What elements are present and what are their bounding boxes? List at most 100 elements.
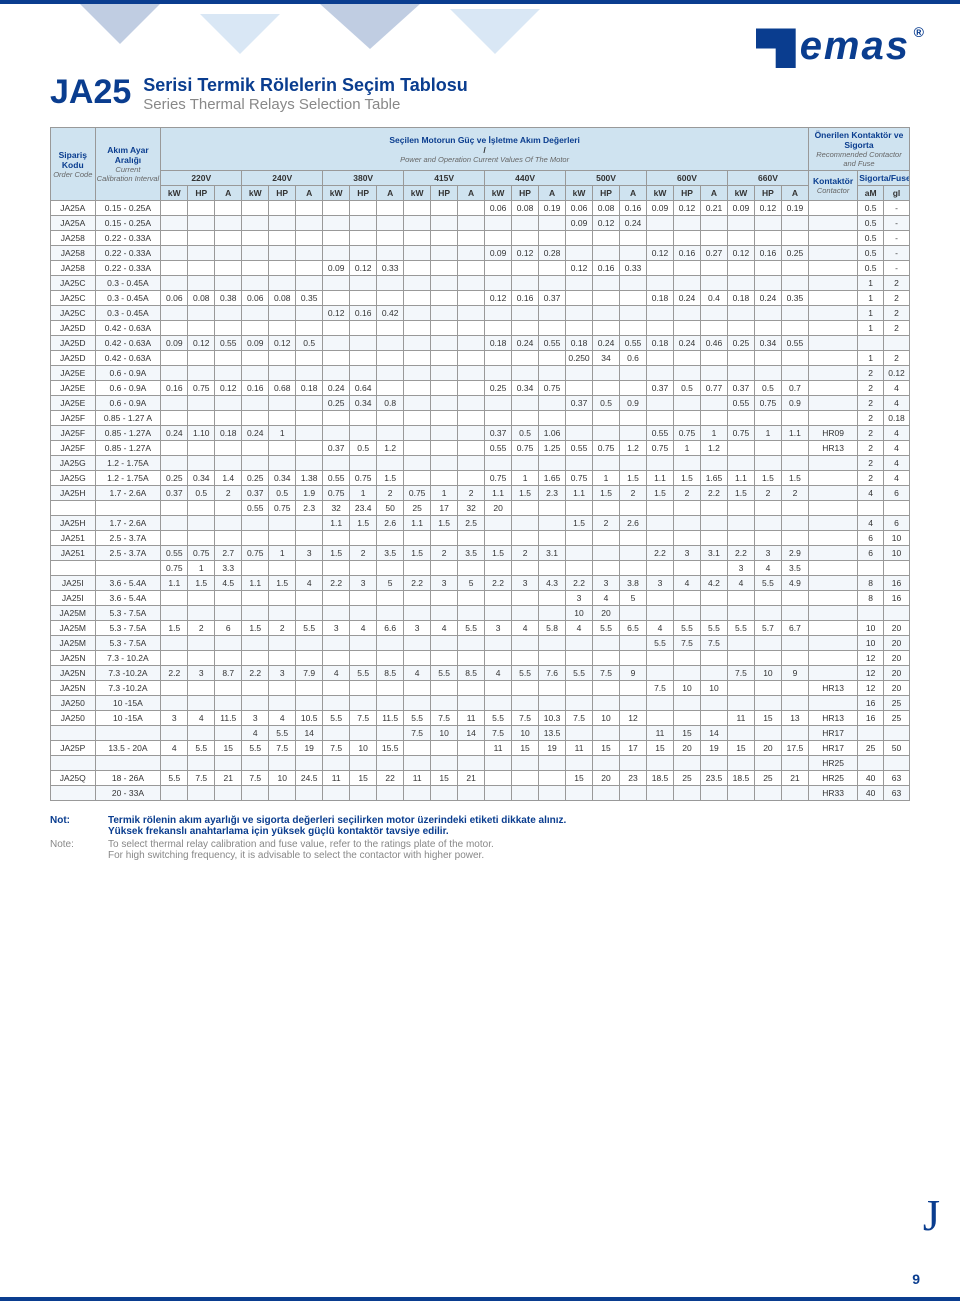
cell-value: 0.06 (566, 201, 593, 216)
cell-value (512, 276, 539, 291)
cell-range (95, 501, 161, 516)
cell-value: 11.5 (215, 711, 242, 726)
cell-value (215, 306, 242, 321)
cell-order-code (51, 561, 96, 576)
cell-value: 1.65 (700, 471, 727, 486)
cell-value: 0.75 (539, 381, 566, 396)
hdr-unit: kW (727, 186, 754, 201)
cell-range: 1.2 - 1.75A (95, 456, 161, 471)
cell-fuse-gl: 0.18 (884, 411, 910, 426)
cell-value: 6.5 (620, 621, 647, 636)
cell-value (404, 351, 431, 366)
hdr-rec: Önerilen Kontaktör ve Sigorta Recommende… (808, 128, 909, 171)
hdr-voltage: 240V (242, 171, 323, 186)
cell-value: 6.7 (781, 621, 808, 636)
cell-value: 19 (539, 741, 566, 756)
cell-range: 0.85 - 1.27A (95, 426, 161, 441)
cell-value: 11 (647, 726, 674, 741)
cell-range (95, 726, 161, 741)
hdr-order-code: Sipariş Kodu Order Code (51, 128, 96, 201)
cell-contactor (808, 501, 857, 516)
title-tr: Serisi Termik Rölelerin Seçim Tablosu (143, 75, 467, 96)
cell-value (781, 276, 808, 291)
cell-value: 5 (377, 576, 404, 591)
table-row: JA25A0.15 - 0.25A0.090.120.240.5- (51, 216, 910, 231)
cell-value (431, 741, 458, 756)
cell-order-code: JA258 (51, 246, 96, 261)
cell-range: 0.42 - 0.63A (95, 336, 161, 351)
cell-value: 0.12 (323, 306, 350, 321)
cell-value (781, 591, 808, 606)
cell-value (242, 216, 269, 231)
cell-value (673, 711, 700, 726)
cell-fuse-am: 1 (858, 306, 884, 321)
cell-value: 5.8 (539, 621, 566, 636)
cell-value: 22 (377, 771, 404, 786)
hdr-unit: A (296, 186, 323, 201)
cell-value: 7.5 (350, 711, 377, 726)
cell-fuse-am: 8 (858, 576, 884, 591)
cell-order-code: JA25N (51, 666, 96, 681)
cell-value: 0.5 (673, 381, 700, 396)
cell-value: 0.08 (188, 291, 215, 306)
cell-value (620, 276, 647, 291)
cell-range: 20 - 33A (95, 786, 161, 801)
cell-value: 2 (620, 486, 647, 501)
table-row: JA25F0.85 - 1.27A0.241.100.180.2410.370.… (51, 426, 910, 441)
cell-contactor (808, 486, 857, 501)
cell-fuse-am (858, 606, 884, 621)
cell-value (673, 531, 700, 546)
cell-value (673, 306, 700, 321)
cell-value (431, 531, 458, 546)
cell-value: 7.5 (593, 666, 620, 681)
cell-value (161, 366, 188, 381)
cell-value (188, 411, 215, 426)
cell-value (296, 756, 323, 771)
cell-fuse-am: 12 (858, 651, 884, 666)
cell-value: 0.55 (161, 546, 188, 561)
title-en: Series Thermal Relays Selection Table (143, 96, 467, 113)
table-row: JA25I3.6 - 5.4A345816 (51, 591, 910, 606)
cell-value (404, 396, 431, 411)
cell-value: 5.5 (323, 711, 350, 726)
cell-value: 0.55 (485, 441, 512, 456)
cell-value (512, 651, 539, 666)
hdr-motor: Seçilen Motorun Güç ve İşletme Akım Değe… (161, 128, 809, 171)
cell-value (566, 651, 593, 666)
cell-value (350, 291, 377, 306)
cell-value: 0.09 (242, 336, 269, 351)
table-row: JA25P13.5 - 20A45.5155.57.5197.51015.511… (51, 741, 910, 756)
cell-value: 3.5 (781, 561, 808, 576)
cell-value (647, 411, 674, 426)
cell-value: 5.5 (593, 621, 620, 636)
cell-value (296, 216, 323, 231)
cell-value (296, 681, 323, 696)
cell-value (727, 276, 754, 291)
cell-value (161, 651, 188, 666)
cell-value (647, 696, 674, 711)
cell-value (458, 321, 485, 336)
cell-value: 4 (269, 711, 296, 726)
cell-value (296, 306, 323, 321)
cell-value (215, 216, 242, 231)
hdr-voltage: 380V (323, 171, 404, 186)
cell-value (754, 726, 781, 741)
cell-value (161, 216, 188, 231)
cell-value (404, 321, 431, 336)
cell-value: 0.4 (700, 291, 727, 306)
cell-value: 1.5 (727, 486, 754, 501)
cell-value: 2.2 (485, 576, 512, 591)
cell-value (242, 261, 269, 276)
cell-value: 0.12 (350, 261, 377, 276)
cell-value: 4 (323, 666, 350, 681)
cell-value (647, 366, 674, 381)
cell-value (727, 756, 754, 771)
cell-value (593, 321, 620, 336)
cell-value (404, 456, 431, 471)
cell-value (188, 456, 215, 471)
cell-value (269, 351, 296, 366)
cell-fuse-gl: 4 (884, 381, 910, 396)
cell-value: 21 (781, 771, 808, 786)
cell-value (431, 651, 458, 666)
cell-value: 1.5 (593, 486, 620, 501)
